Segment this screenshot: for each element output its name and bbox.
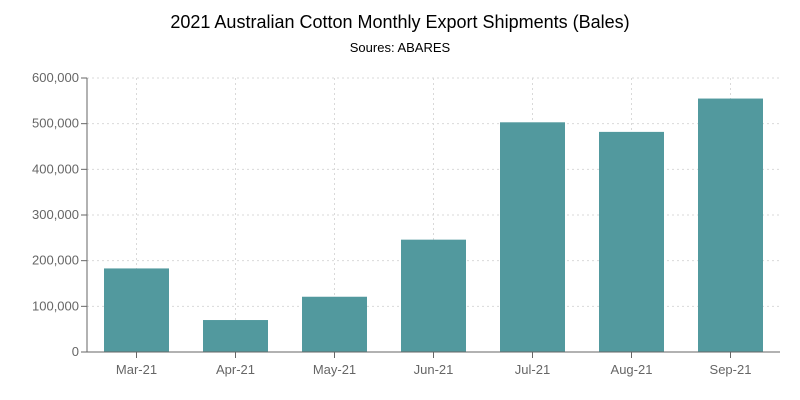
chart-title: 2021 Australian Cotton Monthly Export Sh… (170, 12, 630, 32)
x-tick-label: Mar-21 (116, 362, 157, 377)
axis-layer: 0 100,000 200,000 300,000 400,000 500,000 600,… (32, 70, 780, 377)
x-tick-label: Jun-21 (414, 362, 454, 377)
y-tick-label: 200,000 (32, 253, 79, 268)
x-tick-label: May-21 (313, 362, 356, 377)
bar-mar-21 (104, 268, 169, 352)
x-tick-label: Apr-21 (216, 362, 255, 377)
y-tick-label: 400,000 (32, 161, 79, 176)
y-tick-label: 600,000 (32, 70, 79, 85)
bar-may-21 (302, 296, 367, 352)
bar-jun-21 (401, 239, 466, 352)
x-tick-label: Sep-21 (710, 362, 752, 377)
bar-apr-21 (203, 320, 268, 352)
bar-sep-21 (698, 98, 763, 352)
y-tick-label: 500,000 (32, 116, 79, 131)
chart-subtitle: Soures: ABARES (349, 40, 451, 55)
bar-jul-21 (500, 122, 565, 353)
x-tick-label: Jul-21 (515, 362, 550, 377)
y-tick-label: 100,000 (32, 298, 79, 313)
bar-aug-21 (599, 131, 664, 352)
bar-layer (104, 98, 763, 353)
y-tick-label: 0 (72, 344, 79, 359)
y-tick-label: 300,000 (32, 207, 79, 222)
x-tick-label: Aug-21 (611, 362, 653, 377)
